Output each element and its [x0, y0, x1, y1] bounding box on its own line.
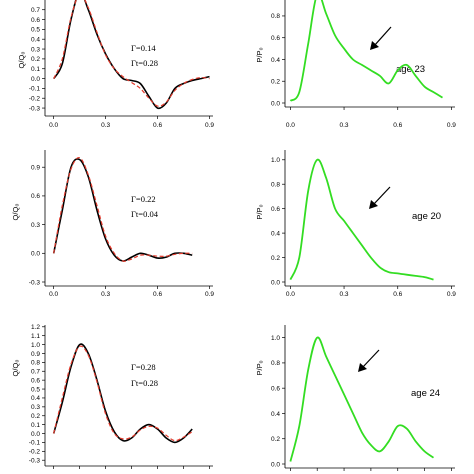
y-tick-label: 0.8	[31, 360, 40, 367]
y-tick-label: 0.4	[31, 395, 40, 402]
y-tick-label: 0.0	[31, 431, 40, 438]
annotation-gamma: Γ=0.14	[131, 43, 156, 53]
y-tick-label: 0.8	[271, 182, 280, 189]
y-tick-label: 0.6	[271, 206, 280, 213]
x-tick-label: 0.0	[286, 291, 295, 298]
x-tick-label: 0.9	[447, 291, 456, 298]
y-tick-label: -0.3	[29, 458, 41, 465]
annotation-gamma-t: Γt=0.28	[131, 378, 158, 388]
y-tick-label: 0.6	[271, 35, 280, 42]
y-tick-label: 1.0	[31, 342, 40, 349]
y-tick-label: 0.5	[31, 386, 40, 393]
panel-right-top: P/P₀ age 23 0.00.20.40.60.80.0 0.3 0.6 0.9	[255, 0, 456, 129]
y-tick-label: 0.1	[31, 66, 40, 73]
y-tick-label: 0.0	[271, 100, 280, 107]
x-tick-label: 0.3	[101, 122, 110, 129]
y-tick-label: 0.4	[271, 411, 280, 418]
power-curve	[289, 336, 435, 462]
y-tick-label: 0.2	[31, 413, 40, 420]
x-tick-label: 0.6	[393, 291, 402, 298]
fit-curve	[53, 156, 193, 262]
x-tick-label: 0.6	[153, 291, 162, 298]
y-axis-label: P/Pₒ	[255, 360, 264, 375]
y-axis-label: P/P₀	[255, 47, 264, 62]
y-tick-label: 1.0	[271, 335, 280, 342]
y-tick-label: 0.6	[271, 385, 280, 392]
y-tick-label: 0.7	[31, 7, 40, 14]
y-tick-label: 0.8	[271, 360, 280, 367]
y-tick-label: 0.3	[31, 46, 40, 53]
measured-curve	[52, 343, 193, 444]
y-tick-label: -0.3	[29, 279, 41, 286]
y-axis-label: Q/Q₀	[17, 52, 26, 69]
x-tick-label: 0.0	[49, 122, 58, 129]
y-tick-label: 0.3	[31, 222, 40, 229]
panel-right-bottom: P/Pₒ age 24 0.0 0.2 0.4 0.6 0.8 1.0	[255, 325, 455, 471]
annotation-age: age 20	[412, 211, 441, 222]
y-tick-label: 0.7	[31, 369, 40, 376]
arrow-marker	[369, 186, 391, 209]
y-tick-label: 0.0	[271, 461, 280, 468]
y-tick-label: 0.6	[31, 377, 40, 384]
y-tick-label: -0.1	[29, 86, 41, 93]
y-tick-label: 1.0	[271, 157, 280, 164]
x-tick-label: 0.9	[205, 291, 214, 298]
fit-curve	[53, 345, 193, 442]
annotation-gamma: Γ=0.22	[131, 194, 156, 204]
x-tick-label: 0.3	[340, 122, 349, 129]
measured-curve	[53, 0, 210, 110]
y-axis-label: P/P₀	[255, 204, 264, 219]
y-tick-label: 0.5	[31, 27, 40, 34]
y-tick-label: 0.2	[271, 79, 280, 86]
y-tick-label: -0.2	[29, 96, 41, 103]
y-tick-label: 0.4	[271, 230, 280, 237]
fit-curve	[53, 0, 210, 107]
y-tick-label: -0.2	[29, 449, 41, 456]
y-tick-label: 1.2	[31, 324, 40, 331]
x-tick-label: 0.3	[101, 291, 110, 298]
x-tick-label: 0.9	[447, 122, 456, 129]
y-tick-label: -0.3	[29, 105, 41, 112]
y-tick-label: 0.0	[31, 76, 40, 83]
y-tick-label: 0.9	[31, 351, 40, 358]
x-tick-label: 0.9	[205, 122, 214, 129]
power-curve	[289, 0, 443, 102]
x-tick-label: 0.6	[393, 122, 402, 129]
y-tick-label: 1.1	[31, 333, 40, 340]
y-tick-label: -0.1	[29, 440, 41, 447]
y-tick-label: 0.6	[31, 193, 40, 200]
y-tick-label: 0.4	[31, 37, 40, 44]
annotation-gamma-t: Γt=0.28	[131, 58, 158, 68]
arrow-marker	[370, 26, 392, 50]
panel-right-middle: P/P₀ age 20 0.0 0.2 0.4 0.6 0.8 1.0 0.0 0.3 0.6 0…	[255, 150, 456, 298]
panel-left-bottom: Q/Q₀ Γ=0.28 Γt=0.28 -0.3 -0.2 -0.1 0.0 0.1 0.…	[11, 324, 213, 469]
x-tick-label: 0.6	[153, 122, 162, 129]
y-tick-label: 0.2	[31, 56, 40, 63]
measured-curve	[52, 158, 193, 262]
y-tick-label: 0.8	[271, 13, 280, 20]
annotation-gamma: Γ=0.28	[131, 362, 156, 372]
y-axis-label: Q/Q₀	[11, 204, 20, 221]
x-tick-label: 0.3	[340, 291, 349, 298]
y-tick-label: 0.2	[271, 436, 280, 443]
x-tick-label: 0.0	[286, 122, 295, 129]
y-tick-label: 0.0	[31, 251, 40, 258]
y-axis-label: Q/Q₀	[11, 360, 20, 377]
panel-left-middle: Q/Q₀ Γ=0.22 Γt=0.04 -0.3 0.0 0.3 0.6 0.9 0.0 0…	[11, 150, 214, 298]
panel-left-top: Q/Q₀ Γ=0.14 Γt=0.28 -0.3 -0.2 -0.1 0.0 0.1 0.…	[17, 0, 214, 129]
y-tick-label: 0.1	[31, 422, 40, 429]
y-tick-label: 0.4	[271, 57, 280, 64]
y-tick-label: 0.3	[31, 404, 40, 411]
annotation-age: age 24	[411, 388, 440, 399]
y-tick-label: 0.0	[271, 279, 280, 286]
y-tick-label: 0.2	[271, 255, 280, 262]
x-tick-label: 0.0	[49, 291, 58, 298]
y-tick-label: 0.9	[31, 165, 40, 172]
y-tick-label: 0.6	[31, 17, 40, 24]
power-curve	[289, 158, 434, 281]
annotation-gamma-t: Γt=0.04	[131, 209, 159, 219]
arrow-marker	[358, 349, 380, 372]
